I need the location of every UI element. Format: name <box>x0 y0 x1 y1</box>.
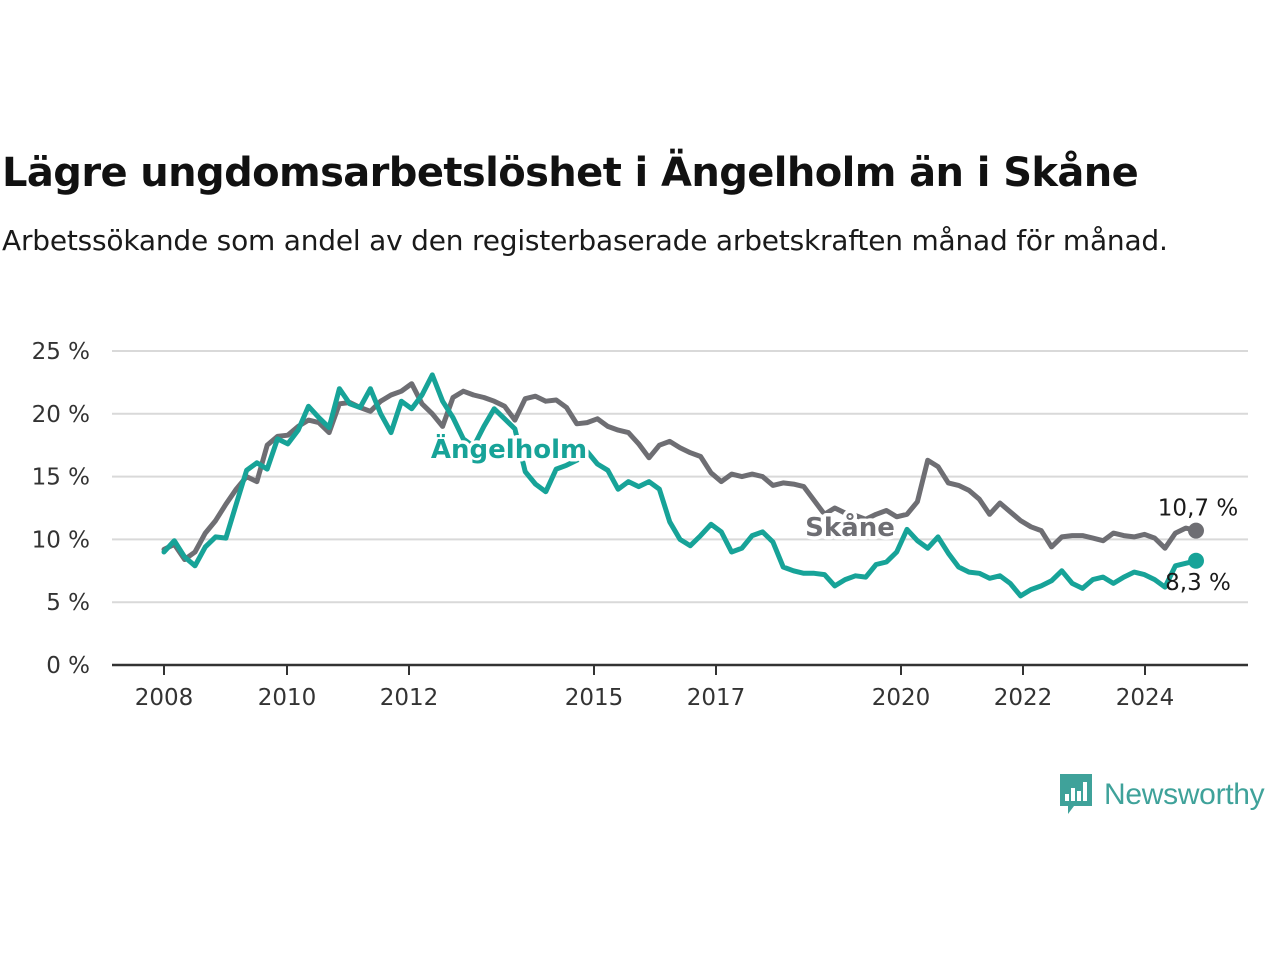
y-tick-label: 5 % <box>46 590 90 616</box>
series-line-ängelholm <box>161 372 1199 599</box>
brand-name: Newsworthy <box>1104 778 1265 811</box>
chart-title: Lägre ungdomsarbetslöshet i Ängelholm än… <box>2 150 1139 196</box>
series-end-point <box>1188 552 1204 569</box>
y-tick-label: 20 % <box>32 402 90 428</box>
x-tick-label: 2012 <box>380 685 439 711</box>
x-tick-label: 2008 <box>135 685 194 711</box>
x-tick-label: 2017 <box>687 685 746 711</box>
x-tick-label: 2022 <box>994 685 1053 711</box>
series-name-label: Skåne <box>805 511 895 543</box>
y-tick-label: 0 % <box>46 653 90 679</box>
y-tick-label: 15 % <box>32 465 90 491</box>
series-end-label: 8,3 % <box>1165 570 1231 596</box>
y-tick-label: 10 % <box>32 527 90 553</box>
series-end-label: 10,7 % <box>1158 496 1238 522</box>
x-tick-label: 2010 <box>258 685 317 711</box>
series-name-label: Ängelholm <box>431 433 587 465</box>
chart-speech-bubble-icon <box>1060 774 1092 814</box>
series-line-skåne <box>161 381 1199 562</box>
x-tick-label: 2024 <box>1116 685 1175 711</box>
y-tick-label: 25 % <box>32 339 90 365</box>
x-tick-label: 2020 <box>872 685 931 711</box>
series-end-point <box>1188 522 1204 539</box>
chart-subtitle: Arbetssökande som andel av den registerb… <box>2 224 1168 257</box>
x-tick-label: 2015 <box>565 685 624 711</box>
brand-logo: Newsworthy <box>1058 772 1265 818</box>
